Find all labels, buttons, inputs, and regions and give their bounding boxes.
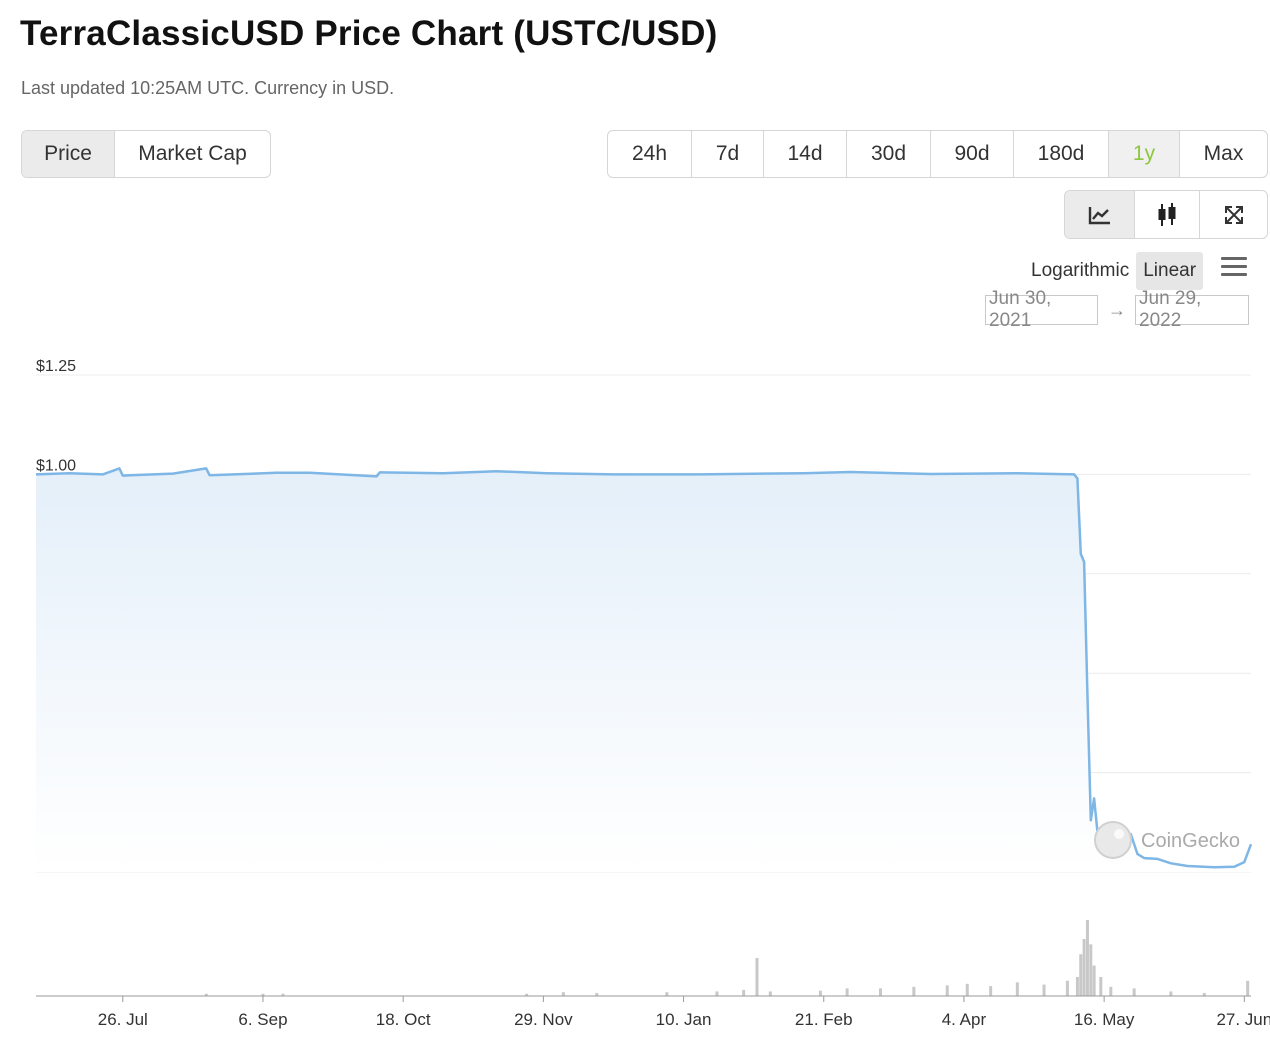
watermark-text: CoinGecko xyxy=(1141,830,1240,852)
volume-bar xyxy=(1132,988,1136,996)
last-updated-text: Last updated 10:25AM UTC. Currency in US… xyxy=(21,78,395,98)
volume-bar xyxy=(1042,984,1046,996)
volume-bar xyxy=(281,993,285,996)
expand-icon xyxy=(1224,205,1243,224)
range-1y-button[interactable]: 1y xyxy=(1109,131,1180,177)
x-tick-label: 16. May xyxy=(1074,1010,1135,1029)
range-180d-button[interactable]: 180d xyxy=(1014,131,1109,177)
volume-bar xyxy=(878,988,882,996)
candlestick-button[interactable] xyxy=(1135,191,1200,238)
candlestick-icon xyxy=(1158,202,1176,226)
price-area-fill xyxy=(36,468,1251,872)
volume-bar xyxy=(1246,980,1250,996)
volume-bar xyxy=(1015,982,1019,996)
volume-bar xyxy=(945,985,949,996)
volume-bar xyxy=(1202,992,1206,996)
range-90d-button[interactable]: 90d xyxy=(931,131,1014,177)
volume-bar xyxy=(595,992,599,996)
line-chart-button[interactable] xyxy=(1065,191,1135,238)
volume-bar xyxy=(1079,954,1083,996)
volume-bar xyxy=(1065,980,1069,996)
x-tick-label: 27. Jun xyxy=(1216,1010,1270,1029)
volume-bar xyxy=(715,991,719,996)
x-tick-label: 4. Apr xyxy=(942,1010,987,1029)
range-max-button[interactable]: Max xyxy=(1203,142,1244,165)
range-24h-button[interactable]: 24h xyxy=(608,131,692,177)
page-title: TerraClassicUSD Price Chart (USTC/USD) xyxy=(20,14,718,53)
volume-bar xyxy=(1089,944,1093,996)
range-7d-button[interactable]: 7d xyxy=(692,131,764,177)
volume-bar xyxy=(1085,920,1089,996)
x-tick-label: 21. Feb xyxy=(795,1010,853,1029)
tab-market-cap[interactable]: Market Cap xyxy=(138,142,247,165)
tab-price[interactable]: Price xyxy=(22,131,115,177)
volume-bar xyxy=(561,992,565,996)
x-tick-label: 29. Nov xyxy=(514,1010,573,1029)
price-line xyxy=(35,467,1253,869)
volume-bar xyxy=(1109,986,1113,996)
range-30d-button[interactable]: 30d xyxy=(847,131,931,177)
linear-option[interactable]: Linear xyxy=(1136,252,1204,290)
volume-bar xyxy=(1082,939,1086,996)
hamburger-menu-icon[interactable] xyxy=(1221,257,1247,279)
volume-bar xyxy=(742,989,746,996)
date-to-input[interactable]: Jun 29, 2022 xyxy=(1135,288,1249,331)
date-range-arrow: → xyxy=(1108,300,1126,320)
volume-bar xyxy=(1092,965,1096,996)
coingecko-watermark: CoinGecko xyxy=(1094,821,1240,859)
volume-bar xyxy=(204,993,208,996)
x-tick-label: 26. Jul xyxy=(98,1010,148,1029)
volume-bar xyxy=(965,983,969,996)
volume-bar xyxy=(1075,977,1079,996)
line-chart-icon xyxy=(1088,206,1110,224)
y-tick-label: $1.25 xyxy=(36,358,76,375)
volume-bar xyxy=(755,958,759,996)
volume-bar xyxy=(261,993,265,996)
volume-bar xyxy=(768,991,772,996)
volume-bar xyxy=(665,992,669,996)
scale-toggle: Logarithmic Linear xyxy=(1024,252,1204,290)
logarithmic-option[interactable]: Logarithmic xyxy=(1031,260,1130,281)
volume-bar xyxy=(1169,991,1173,996)
fullscreen-button[interactable] xyxy=(1200,191,1267,238)
volume-bar xyxy=(525,993,529,996)
date-from-input[interactable]: Jun 30, 2021 xyxy=(985,288,1098,331)
volume-bar xyxy=(1099,977,1103,996)
x-tick-label: 10. Jan xyxy=(656,1010,712,1029)
view-toggle: Price Market Cap xyxy=(21,130,271,178)
volume-bar xyxy=(818,990,822,996)
volume-bar xyxy=(989,986,993,996)
volume-bar xyxy=(845,988,849,996)
y-tick-label: $1.00 xyxy=(36,457,76,474)
chart-type-toolbar xyxy=(1064,190,1268,239)
x-tick-label: 6. Sep xyxy=(238,1010,287,1029)
time-range-selector: 24h 7d 14d 30d 90d 180d 1y Max xyxy=(607,130,1268,178)
x-tick-label: 18. Oct xyxy=(376,1010,431,1029)
volume-bar xyxy=(912,986,916,996)
range-14d-button[interactable]: 14d xyxy=(764,131,847,177)
price-chart: $1.25$1.00$0.750000$0.500000$0.250000$0.… xyxy=(35,358,1270,1029)
